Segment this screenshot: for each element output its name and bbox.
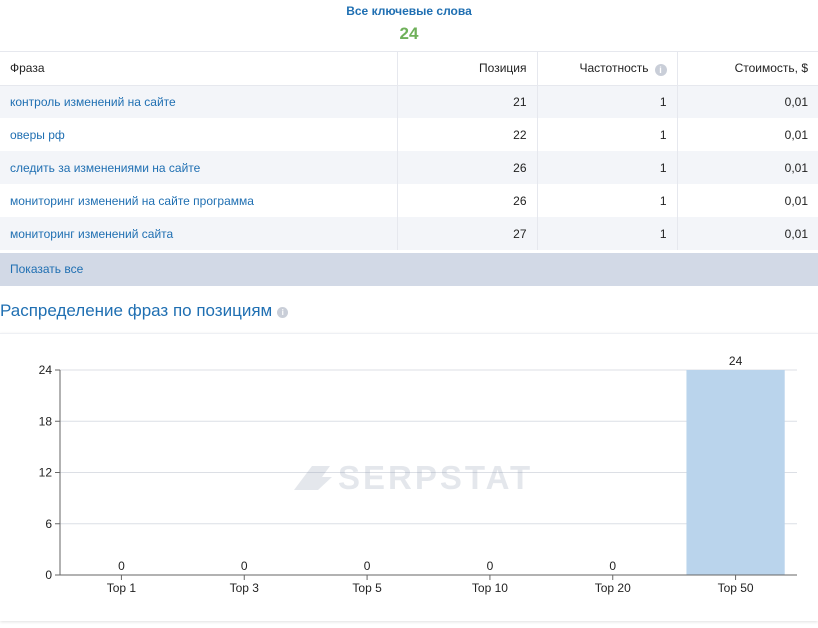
positions-chart-card: SERPSTAT 0 6 12 18 24 Top 1 0 Top 3 0 Top 5 0 Top 1…	[0, 333, 818, 621]
x-tick-label: Top 1	[107, 581, 137, 595]
position-cell: 21	[396, 85, 537, 118]
chart-bars	[686, 370, 785, 575]
section-title: Распределение фраз по позициям i	[0, 301, 289, 321]
column-header-position[interactable]: Позиция	[396, 52, 537, 86]
x-tick-label: Top 10	[472, 581, 508, 595]
position-cell: 27	[396, 217, 537, 250]
data-label: 0	[487, 559, 494, 573]
y-tick-label: 12	[39, 466, 53, 480]
phrase-link[interactable]: следить за изменениями на сайте	[0, 151, 397, 184]
data-label: 0	[609, 559, 616, 573]
table-row: мониторинг изменений на сайте программа …	[0, 184, 818, 217]
phrase-link[interactable]: контроль изменений на сайте	[0, 85, 397, 118]
data-label: 24	[729, 354, 743, 368]
table-row: мониторинг изменений сайта 27 1 0,01	[0, 217, 818, 250]
y-tick-label: 18	[39, 414, 53, 428]
table-row: оверы рф 22 1 0,01	[0, 118, 818, 151]
frequency-cell: 1	[536, 184, 677, 217]
cost-cell: 0,01	[676, 85, 818, 118]
column-header-frequency[interactable]: Частотность i	[536, 52, 677, 86]
info-icon[interactable]: i	[277, 307, 289, 318]
show-all-button[interactable]: Показать все	[0, 253, 818, 286]
keywords-count: 24	[399, 24, 419, 43]
frequency-cell: 1	[536, 118, 677, 151]
data-label: 0	[364, 559, 371, 573]
x-tick-label: Top 3	[230, 581, 260, 595]
frequency-cell: 1	[536, 85, 677, 118]
bar[interactable]	[686, 370, 785, 575]
frequency-cell: 1	[536, 217, 677, 250]
table-row: контроль изменений на сайте 21 1 0,01	[0, 85, 818, 118]
cost-cell: 0,01	[676, 118, 818, 151]
x-tick-label: Top 50	[718, 581, 754, 595]
watermark-text: SERPSTAT	[338, 459, 533, 496]
cost-cell: 0,01	[676, 217, 818, 250]
cost-cell: 0,01	[676, 184, 818, 217]
table-row: следить за изменениями на сайте 26 1 0,0…	[0, 151, 818, 184]
phrase-link[interactable]: мониторинг изменений сайта	[0, 217, 397, 250]
phrase-link[interactable]: оверы рф	[0, 118, 397, 151]
data-label: 0	[241, 559, 248, 573]
info-icon[interactable]: i	[654, 63, 667, 76]
y-tick-label: 6	[45, 517, 52, 531]
chart-axes	[55, 369, 797, 580]
position-cell: 26	[396, 151, 537, 184]
y-tick-label: 0	[45, 568, 52, 582]
keywords-title[interactable]: Все ключевые слова	[346, 4, 472, 18]
serpstat-watermark: SERPSTAT	[294, 459, 533, 496]
column-header-cost[interactable]: Стоимость, $	[676, 52, 818, 86]
table-header-row: Фраза Позиция Частотность i Стоимость, $	[0, 52, 818, 86]
x-tick-label: Top 20	[595, 581, 631, 595]
keywords-table: Фраза Позиция Частотность i Стоимость, $ …	[0, 52, 818, 250]
position-cell: 26	[396, 184, 537, 217]
frequency-cell: 1	[536, 151, 677, 184]
column-header-phrase[interactable]: Фраза	[0, 52, 397, 86]
x-tick-label: Top 5	[352, 581, 382, 595]
cost-cell: 0,01	[676, 151, 818, 184]
y-tick-label: 24	[39, 363, 53, 377]
phrase-link[interactable]: мониторинг изменений на сайте программа	[0, 184, 397, 217]
chart-grid	[60, 369, 797, 525]
keywords-summary: Все ключевые слова 24	[0, 0, 818, 52]
data-label: 0	[118, 559, 125, 573]
position-cell: 22	[396, 118, 537, 151]
serpstat-logo-icon	[294, 466, 332, 490]
